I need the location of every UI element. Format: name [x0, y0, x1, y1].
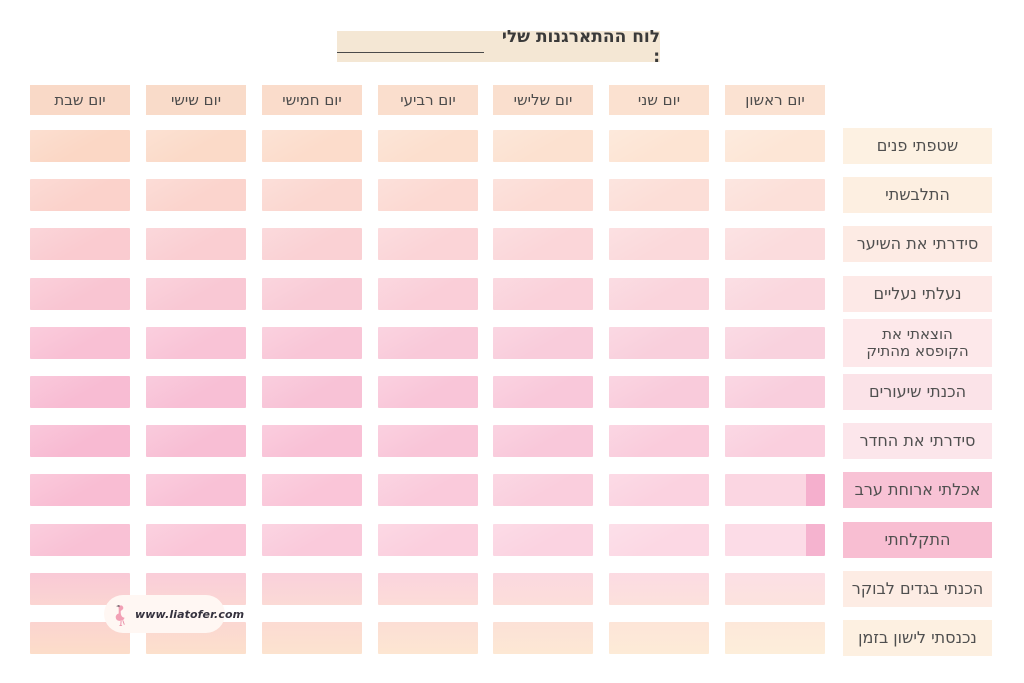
- grid-cell[interactable]: [493, 474, 593, 506]
- grid-cell[interactable]: [725, 474, 825, 506]
- grid-cell[interactable]: [493, 622, 593, 654]
- grid-cell[interactable]: [609, 524, 709, 556]
- grid-cell[interactable]: [378, 425, 478, 457]
- grid-cell[interactable]: [493, 327, 593, 359]
- grid-cell[interactable]: [378, 278, 478, 310]
- task-label-highlighted: התקלחתי: [843, 522, 992, 558]
- grid-cell[interactable]: [725, 425, 825, 457]
- task-label: שטפתי פנים: [843, 128, 992, 164]
- grid-cell[interactable]: [262, 376, 362, 408]
- grid-cell[interactable]: [725, 524, 825, 556]
- grid-cell[interactable]: [30, 524, 130, 556]
- grid-cell[interactable]: [262, 573, 362, 605]
- grid-cell[interactable]: [378, 130, 478, 162]
- grid-cell[interactable]: [609, 474, 709, 506]
- grid-cell[interactable]: [146, 474, 246, 506]
- grid-cell[interactable]: [493, 524, 593, 556]
- task-label: סידרתי את השיער: [843, 226, 992, 262]
- grid-cell[interactable]: [30, 130, 130, 162]
- grid-cell[interactable]: [609, 179, 709, 211]
- grid-cell[interactable]: [493, 573, 593, 605]
- grid-cell[interactable]: [378, 179, 478, 211]
- grid-cell[interactable]: [262, 524, 362, 556]
- grid-cell[interactable]: [30, 327, 130, 359]
- grid-cell[interactable]: [146, 179, 246, 211]
- grid-cell[interactable]: [725, 179, 825, 211]
- task-label: נכנסתי לישון בזמן: [843, 620, 992, 656]
- task-label: הכנתי בגדים לבוקר: [843, 571, 992, 607]
- grid-cell[interactable]: [493, 179, 593, 211]
- watermark-pill: www.liatofer.com: [104, 595, 244, 633]
- grid-cell[interactable]: [378, 524, 478, 556]
- grid-cell[interactable]: [493, 228, 593, 260]
- task-label-highlighted: אכלתי ארוחת ערב: [843, 472, 992, 508]
- page-title: לוח ההתארגנות שלי :: [337, 27, 660, 67]
- grid-cell[interactable]: [30, 425, 130, 457]
- grid-cell[interactable]: [493, 278, 593, 310]
- grid-cell[interactable]: [609, 622, 709, 654]
- grid-cell[interactable]: [725, 573, 825, 605]
- day-header: יום שבת: [30, 85, 130, 115]
- grid-cell[interactable]: [262, 474, 362, 506]
- grid-cell[interactable]: [146, 228, 246, 260]
- grid-cell[interactable]: [725, 228, 825, 260]
- grid-cell[interactable]: [609, 425, 709, 457]
- task-label: הכנתי שיעורים: [843, 374, 992, 410]
- grid-cell[interactable]: [493, 425, 593, 457]
- grid-cell[interactable]: [146, 278, 246, 310]
- grid-cell[interactable]: [146, 376, 246, 408]
- day-header: יום שני: [609, 85, 709, 115]
- grid-cell[interactable]: [609, 573, 709, 605]
- grid-cell[interactable]: [262, 622, 362, 654]
- grid-cell[interactable]: [146, 425, 246, 457]
- grid-cell[interactable]: [146, 524, 246, 556]
- grid-cell[interactable]: [609, 327, 709, 359]
- grid-cell[interactable]: [262, 228, 362, 260]
- grid-cell[interactable]: [493, 130, 593, 162]
- grid-cell[interactable]: [378, 573, 478, 605]
- fill-in-blank-line[interactable]: [337, 52, 485, 53]
- grid-cell[interactable]: [609, 278, 709, 310]
- grid-cell[interactable]: [30, 474, 130, 506]
- grid-cell[interactable]: [725, 278, 825, 310]
- grid-cell[interactable]: [30, 179, 130, 211]
- flamingo-icon: [115, 605, 125, 626]
- grid-cell[interactable]: [378, 228, 478, 260]
- grid-cell[interactable]: [725, 130, 825, 162]
- grid-cell[interactable]: [609, 228, 709, 260]
- grid-cell[interactable]: [725, 327, 825, 359]
- grid-cell[interactable]: [262, 179, 362, 211]
- watermark-url: www.liatofer.com: [135, 607, 245, 621]
- day-header: יום שלישי: [493, 85, 593, 115]
- grid-cell[interactable]: [146, 327, 246, 359]
- grid-cell[interactable]: [378, 474, 478, 506]
- day-header: יום שישי: [146, 85, 246, 115]
- task-label: הוצאתי את הקופסא מהתיק: [843, 319, 992, 367]
- task-label: נעלתי נעליים: [843, 276, 992, 312]
- grid-cell[interactable]: [146, 130, 246, 162]
- day-header: יום חמישי: [262, 85, 362, 115]
- grid-cell[interactable]: [30, 278, 130, 310]
- grid-cell[interactable]: [262, 278, 362, 310]
- grid-cell[interactable]: [378, 327, 478, 359]
- day-header: יום רביעי: [378, 85, 478, 115]
- grid-cell[interactable]: [609, 130, 709, 162]
- grid-cell[interactable]: [378, 622, 478, 654]
- grid-cell[interactable]: [262, 130, 362, 162]
- grid-cell[interactable]: [725, 376, 825, 408]
- day-header: יום ראשון: [725, 85, 825, 115]
- grid-cell[interactable]: [378, 376, 478, 408]
- grid-cell[interactable]: [30, 376, 130, 408]
- grid-cell[interactable]: [725, 622, 825, 654]
- page-title-text: לוח ההתארגנות שלי :: [501, 26, 660, 67]
- task-label: התלבשתי: [843, 177, 992, 213]
- task-label: סידרתי את החדר: [843, 423, 992, 459]
- grid-cell[interactable]: [262, 327, 362, 359]
- grid-cell[interactable]: [493, 376, 593, 408]
- grid-cell[interactable]: [30, 228, 130, 260]
- grid-cell[interactable]: [609, 376, 709, 408]
- grid-cell[interactable]: [262, 425, 362, 457]
